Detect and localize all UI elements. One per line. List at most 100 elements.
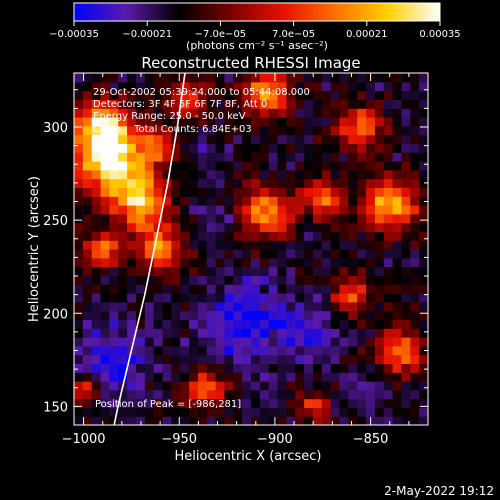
heatmap-cell bbox=[74, 73, 84, 83]
heatmap-cell bbox=[392, 310, 403, 320]
heatmap-cell bbox=[153, 90, 164, 100]
heatmap-cell bbox=[251, 372, 261, 382]
heatmap-cell bbox=[286, 125, 296, 136]
heatmap-cell bbox=[82, 169, 93, 180]
heatmap-cell bbox=[339, 337, 349, 347]
heatmap-cell bbox=[233, 143, 243, 153]
heatmap-cell bbox=[312, 134, 323, 144]
heatmap-cell bbox=[392, 169, 403, 180]
heatmap-cell bbox=[366, 205, 376, 215]
heatmap-cell bbox=[215, 73, 226, 83]
heatmap-cell bbox=[401, 328, 411, 338]
heatmap-cell bbox=[224, 108, 234, 118]
heatmap-cell bbox=[233, 222, 243, 232]
heatmap-cell bbox=[242, 240, 252, 250]
heatmap-cell bbox=[100, 178, 110, 188]
heatmap-cell bbox=[374, 205, 385, 215]
heatmap-cell bbox=[109, 328, 119, 338]
heatmap-cell bbox=[82, 81, 93, 92]
heatmap-cell bbox=[410, 222, 420, 232]
heatmap-cell bbox=[339, 169, 349, 180]
heatmap-cell bbox=[295, 257, 305, 268]
heatmap-cell bbox=[392, 407, 403, 417]
heatmap-cell bbox=[82, 205, 93, 215]
heatmap-cell bbox=[180, 398, 190, 408]
heatmap-cell bbox=[180, 134, 190, 144]
heatmap-cell bbox=[135, 222, 146, 232]
heatmap-cell bbox=[374, 125, 385, 136]
heatmap-cell bbox=[286, 222, 296, 232]
heatmap-cell bbox=[197, 266, 208, 276]
heatmap-cell bbox=[82, 178, 93, 188]
heatmap-cell bbox=[251, 205, 261, 215]
heatmap-cell bbox=[180, 231, 190, 241]
heatmap-cell bbox=[251, 222, 261, 232]
annotation-detectors: Detectors: 3F 4F 5F 6F 7F 8F, Att 0 bbox=[93, 99, 267, 110]
heatmap-cell bbox=[118, 372, 128, 382]
heatmap-cell bbox=[304, 99, 314, 109]
heatmap-cell bbox=[242, 73, 252, 83]
heatmap-cell bbox=[100, 372, 110, 382]
heatmap-cell bbox=[233, 125, 243, 136]
heatmap-cell bbox=[206, 293, 217, 303]
heatmap-cell bbox=[206, 117, 217, 127]
heatmap-cell bbox=[277, 293, 287, 303]
heatmap-cell bbox=[401, 205, 411, 215]
heatmap-cell bbox=[127, 196, 137, 206]
heatmap-cell bbox=[242, 407, 252, 417]
heatmap-cell bbox=[180, 328, 190, 338]
heatmap-cell bbox=[189, 161, 199, 171]
heatmap-cell bbox=[392, 222, 403, 232]
heatmap-cell bbox=[348, 345, 358, 356]
heatmap-cell bbox=[215, 108, 226, 118]
heatmap-cell bbox=[242, 81, 252, 92]
heatmap-cell bbox=[91, 169, 102, 180]
heatmap-cell bbox=[135, 354, 146, 364]
heatmap-cell bbox=[321, 196, 332, 206]
heatmap-cell bbox=[277, 90, 287, 100]
heatmap-cell bbox=[189, 328, 199, 338]
heatmap-cell bbox=[277, 319, 287, 329]
heatmap-cell bbox=[401, 389, 411, 400]
heatmap-cell bbox=[286, 284, 296, 294]
heatmap-cell bbox=[277, 328, 287, 338]
heatmap-cell bbox=[419, 354, 428, 364]
heatmap-cell bbox=[109, 398, 119, 408]
heatmap-cell bbox=[268, 187, 279, 197]
heatmap-cell bbox=[268, 398, 279, 408]
heatmap-cell bbox=[153, 363, 164, 373]
heatmap-cell bbox=[374, 407, 385, 417]
heatmap-cell bbox=[118, 310, 128, 320]
heatmap-cell bbox=[321, 301, 332, 312]
heatmap-cell bbox=[383, 345, 394, 356]
heatmap-cell bbox=[286, 249, 296, 259]
heatmap-cell bbox=[357, 187, 367, 197]
heatmap-cell bbox=[251, 143, 261, 153]
heatmap-cell bbox=[109, 240, 119, 250]
heatmap-cell bbox=[330, 81, 341, 92]
heatmap-cell bbox=[366, 337, 376, 347]
heatmap-cell bbox=[286, 108, 296, 118]
heatmap-cell bbox=[162, 134, 172, 144]
heatmap-cell bbox=[127, 178, 137, 188]
heatmap-cell bbox=[153, 257, 164, 268]
heatmap-cell bbox=[304, 363, 314, 373]
heatmap-cell bbox=[295, 328, 305, 338]
heatmap-cell bbox=[374, 293, 385, 303]
heatmap-cell bbox=[277, 354, 287, 364]
heatmap-cell bbox=[277, 169, 287, 180]
heatmap-cell bbox=[392, 187, 403, 197]
heatmap-cell bbox=[321, 257, 332, 268]
heatmap-cell bbox=[74, 90, 84, 100]
heatmap-cell bbox=[162, 125, 172, 136]
heatmap-cell bbox=[286, 257, 296, 268]
heatmap-cell bbox=[127, 161, 137, 171]
heatmap-cell bbox=[162, 310, 172, 320]
heatmap-cell bbox=[259, 319, 270, 329]
heatmap-cell bbox=[392, 99, 403, 109]
heatmap-cell bbox=[162, 319, 172, 329]
heatmap-cell bbox=[339, 99, 349, 109]
heatmap-cell bbox=[401, 257, 411, 268]
heatmap-cell bbox=[312, 73, 323, 83]
heatmap-cell bbox=[189, 345, 199, 356]
